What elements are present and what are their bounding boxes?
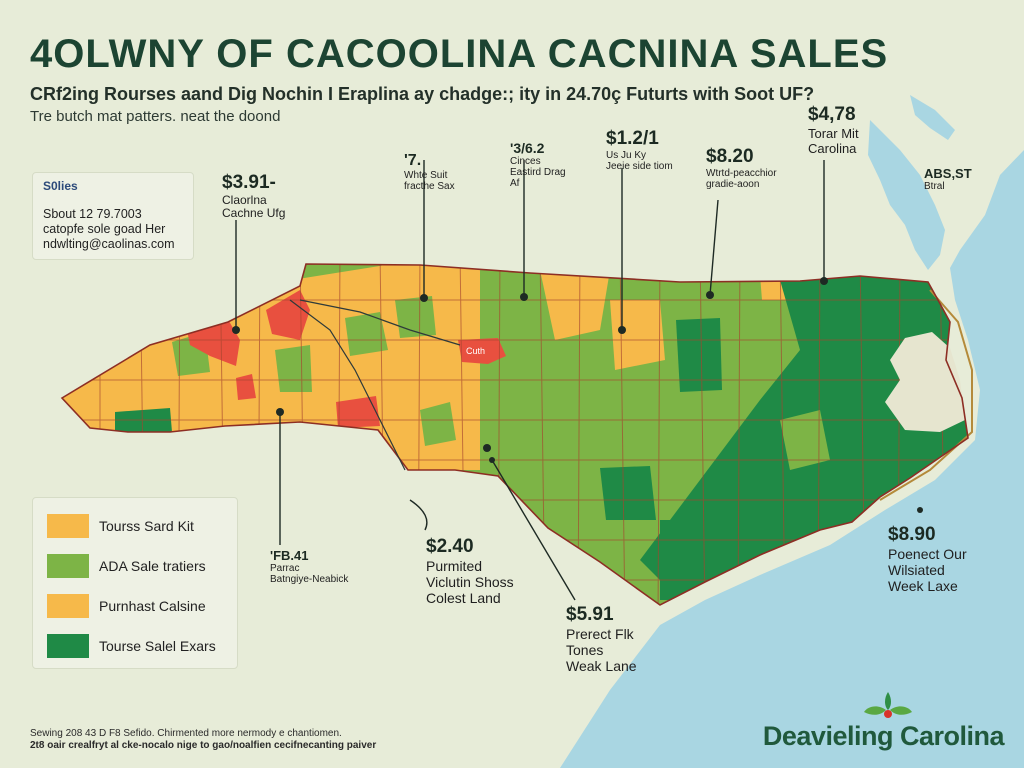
callout-price: 'FB.41: [270, 548, 309, 563]
callout-line: Parrac: [270, 563, 300, 574]
callout-line: Week Laxe: [888, 578, 958, 594]
callout-line: Weak Lane: [566, 658, 637, 674]
legend-swatch: [47, 514, 89, 538]
callout-price: $3.91-: [222, 172, 276, 193]
price-callout: $3.91- Claorlna Cachne Ufg: [222, 172, 285, 220]
chesapeake-bay: [868, 120, 945, 270]
info-box: S0lies Sbout 12 79.7003 catopfe sole goa…: [32, 172, 194, 260]
callout-line: Us Ju Ky: [606, 150, 647, 161]
callout-price: $5.91: [566, 604, 614, 625]
location-pin: [917, 507, 923, 513]
price-callout: $4,78 Torar Mit Carolina: [808, 104, 859, 156]
price-callout: ABS,ST Btral: [924, 166, 972, 192]
legend-swatch: [47, 594, 89, 618]
callout-price: $4,78: [808, 104, 856, 125]
callout-line: Claorlna: [222, 193, 267, 207]
lake: [910, 95, 955, 140]
leaf-logo-icon: [864, 692, 912, 718]
footer-note: Sewing 208 43 D F8 Sefido. Chirmented mo…: [30, 728, 342, 739]
map-subtitle: CRf2ing Rourses aand Dig Nochin I Erapli…: [30, 84, 815, 104]
price-callout: 'FB.41 Parrac Batngiye-Neabick: [270, 548, 348, 585]
city-label: Cuth: [466, 346, 486, 356]
callout-line: Poenect Our: [888, 546, 967, 562]
legend-label: Purnhast Calsine: [99, 598, 206, 614]
callout-line: Cachne Ufg: [222, 206, 286, 220]
price-callout: $2.40 Purmited Viclutin Shoss Colest Lan…: [426, 536, 514, 606]
price-callout: $8.90 Poenect Our Wilsiated Week Laxe: [888, 524, 967, 594]
callout-line: Tones: [566, 642, 604, 658]
location-pin: [483, 444, 491, 452]
legend: Tourss Sard Kit ADA Sale tratiers Purnha…: [32, 497, 238, 669]
footer-note: 2t8 oair crealfryt al cke-nocalo nige to…: [30, 740, 377, 751]
info-line: Sbout 12 79.7003: [43, 207, 142, 221]
callout-price: $1.2/1: [606, 128, 659, 149]
callout-line: Torar Mit: [808, 126, 859, 141]
location-pin: [232, 326, 240, 334]
callout-line: Viclutin Shoss: [426, 574, 514, 590]
barrier-island: [879, 289, 973, 501]
callout-line: Prerect Flk: [566, 626, 634, 642]
callout-line: Wtrtd-peacchior: [706, 168, 777, 179]
info-line: catopfe sole goad Her: [43, 222, 166, 236]
callout-line: Carolina: [808, 141, 857, 156]
callout-line: Colest Land: [426, 590, 501, 606]
legend-label: Tourss Sard Kit: [99, 518, 194, 534]
location-pin: [706, 291, 714, 299]
callout-line: gradie-aoon: [706, 179, 760, 190]
pamlico-sound: [885, 332, 965, 432]
callout-line: Purmited: [426, 558, 483, 574]
atlantic-ocean: [560, 150, 1024, 768]
legend-item: Tourse Salel Exars: [47, 634, 216, 658]
callout-line: Eastird Drag: [510, 167, 566, 178]
callout-line: Wilsiated: [888, 562, 945, 578]
callout-line: Af: [510, 178, 520, 189]
info-line[interactable]: ndwlting@caolinas.com: [43, 237, 175, 251]
info-box-heading: S0lies: [43, 179, 78, 193]
legend-label: Tourse Salel Exars: [99, 638, 216, 654]
price-callout: $5.91 Prerect Flk Tones Weak Lane: [566, 604, 637, 674]
callout-leaders: [235, 160, 825, 601]
callout-dots: [232, 277, 923, 513]
location-pin: [820, 277, 828, 285]
callout-line: Cinces: [510, 156, 541, 167]
callout-line: Batngiye-Neabick: [270, 574, 349, 585]
price-callout: '3/6.2 Cinces Eastird Drag Af: [510, 140, 566, 189]
highway-line: [289, 299, 406, 471]
callout-line: Whte Suit: [404, 170, 448, 181]
location-pin: [276, 408, 284, 416]
legend-item: ADA Sale tratiers: [47, 554, 206, 578]
location-pin: [420, 294, 428, 302]
nc-outline: [60, 263, 969, 606]
brand-logo: Deavieling Carolina: [762, 721, 1005, 751]
callout-price: $2.40: [426, 536, 474, 557]
legend-label: ADA Sale tratiers: [99, 558, 206, 574]
map-tagline: Tre butch mat patters. neat the doond: [30, 108, 281, 125]
callout-price: '3/6.2: [510, 140, 545, 156]
callout-line: fracthe Sax: [404, 181, 455, 192]
location-pin: [489, 457, 495, 463]
location-pin: [618, 326, 626, 334]
callout-line: Btral: [924, 181, 945, 192]
callout-price: $8.90: [888, 524, 936, 545]
legend-swatch: [47, 554, 89, 578]
legend-swatch: [47, 634, 89, 658]
legend-item: Purnhast Calsine: [47, 594, 206, 618]
callout-price: ABS,ST: [924, 166, 972, 181]
callout-price: '7.: [404, 152, 422, 169]
location-pin: [520, 293, 528, 301]
callout-line: Jeeie side tiom: [606, 161, 673, 172]
price-callout: $8.20 Wtrtd-peacchior gradie-aoon: [706, 146, 777, 190]
legend-item: Tourss Sard Kit: [47, 514, 194, 538]
price-callout: $1.2/1 Us Ju Ky Jeeie side tiom: [606, 128, 673, 172]
highway-line: [299, 299, 461, 346]
price-callout: '7. Whte Suit fracthe Sax: [404, 152, 455, 192]
map-title: 4OLWNY OF CACOOLINA CACNINA SALES: [30, 32, 889, 76]
callout-price: $8.20: [706, 146, 754, 167]
